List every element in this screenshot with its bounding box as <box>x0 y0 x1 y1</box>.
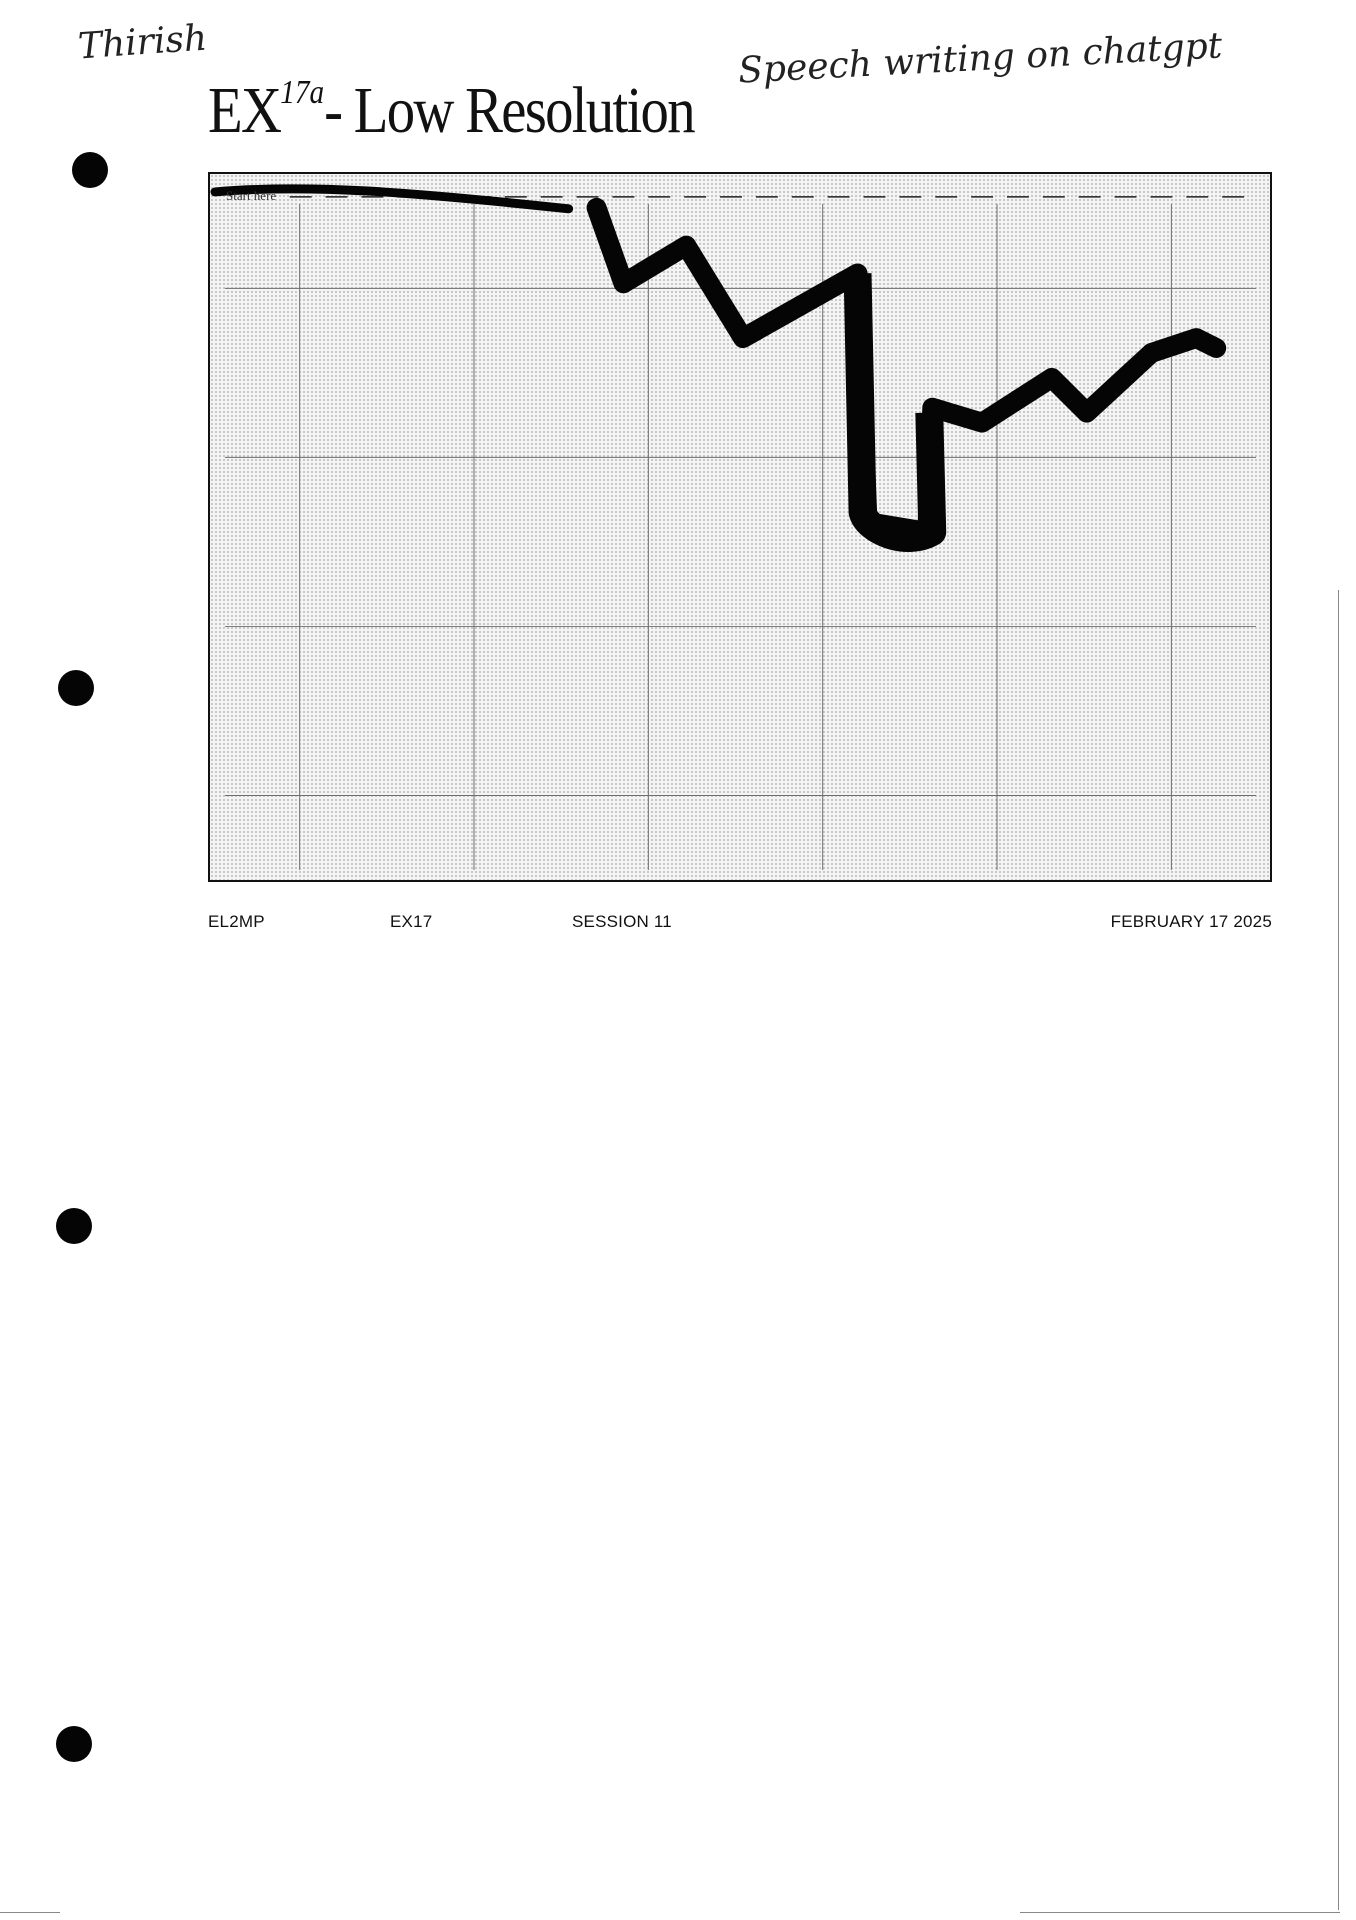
punch-hole <box>56 1208 92 1244</box>
drawn-line <box>210 184 574 214</box>
handwritten-name: Thirish <box>76 17 209 68</box>
handwritten-note: Speech writing on chatgpt <box>737 25 1224 92</box>
footer-course: EL2MP <box>208 912 265 931</box>
footer-exercise: EX17 <box>390 912 433 931</box>
punch-hole <box>56 1726 92 1762</box>
grid-lines <box>224 203 1257 871</box>
page-edge-line <box>1338 590 1339 1910</box>
start-label: Start here <box>226 188 277 203</box>
page-title: EX17a- Low Resolution <box>208 76 696 144</box>
title-suffix: - Low Resolution <box>324 74 695 147</box>
page-edge-line <box>1020 1912 1340 1913</box>
footer-date: FEBRUARY 17 2025 <box>1110 912 1272 931</box>
title-superscript: 17a <box>280 74 325 111</box>
footer-session: SESSION 11 <box>572 912 672 931</box>
punch-hole <box>72 152 108 188</box>
title-prefix: EX <box>208 74 282 147</box>
page-edge-line <box>0 1912 60 1913</box>
grid-svg <box>210 184 1257 871</box>
drawn-thick-line-fill <box>843 273 947 552</box>
punch-hole <box>58 670 94 706</box>
drawn-thick-line <box>586 197 1227 542</box>
drawing-grid: Start here <box>208 172 1272 882</box>
